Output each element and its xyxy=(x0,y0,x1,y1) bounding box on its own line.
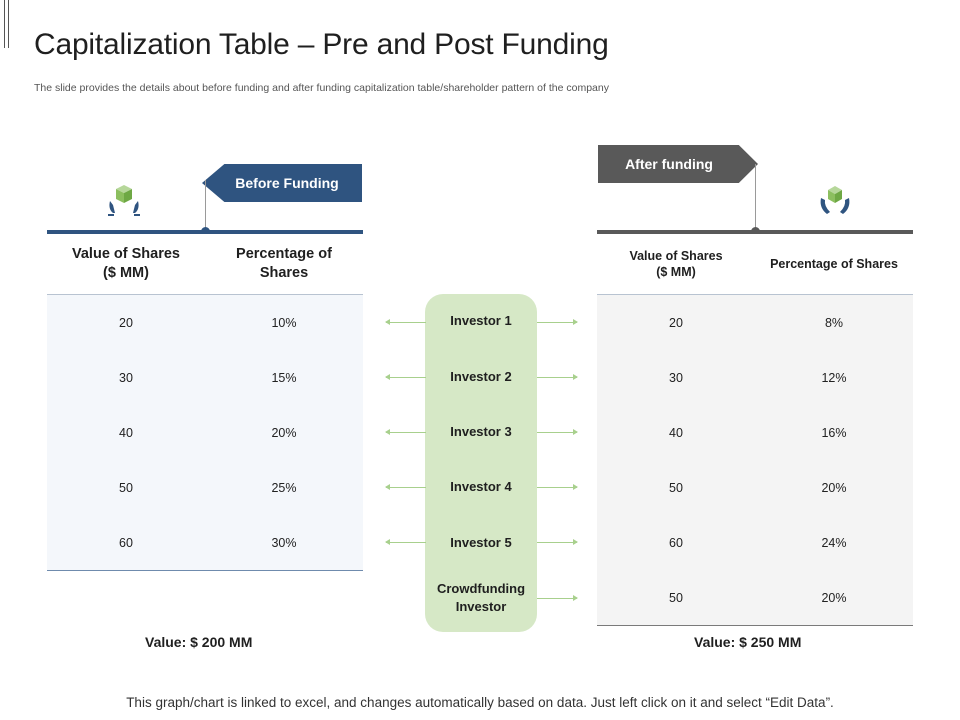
before-total-value: Value: $ 200 MM xyxy=(145,634,253,650)
corner-mark xyxy=(4,0,9,48)
after-funding-banner: After funding xyxy=(598,145,758,183)
investor-label: Investor 3 xyxy=(450,424,512,439)
footer-note: This graph/chart is linked to excel, and… xyxy=(126,695,834,710)
cell-value: 50 xyxy=(119,480,133,495)
after-connector xyxy=(755,164,756,230)
cell-percentage: 20% xyxy=(271,425,297,440)
cell-percentage: 20% xyxy=(821,590,847,605)
table-row: 60 30% xyxy=(47,515,363,570)
arrow-right-icon xyxy=(537,319,578,325)
table-body: 20 8% 30 12% 40 16% 50 20% 60 24% 50 20% xyxy=(597,295,913,626)
table-body: 20 10% 30 15% 40 20% 50 25% 60 30% xyxy=(47,295,363,571)
arrow-right-icon xyxy=(537,595,578,601)
before-funding-banner: Before Funding xyxy=(202,164,362,202)
table-row: 20 10% xyxy=(47,295,363,350)
cell-value: 50 xyxy=(669,480,683,495)
header-label: Value of Shares ($ MM) xyxy=(72,246,180,281)
cell-percentage: 25% xyxy=(271,480,297,495)
column-header-value: Value of Shares ($ MM) xyxy=(597,248,755,280)
arrow-left-icon xyxy=(385,539,426,545)
page-subtitle: The slide provides the details about bef… xyxy=(34,82,609,94)
column-header-percentage: Percentage of Shares xyxy=(205,245,363,283)
table-row: 40 16% xyxy=(597,405,913,460)
header-label: Percentage of Shares xyxy=(236,246,332,281)
cell-percentage: 10% xyxy=(271,315,297,330)
after-total-value: Value: $ 250 MM xyxy=(694,634,802,650)
table-row: 40 20% xyxy=(47,405,363,460)
investors-panel xyxy=(425,294,537,632)
table-row: 50 20% xyxy=(597,570,913,625)
table-row: 50 25% xyxy=(47,460,363,515)
before-connector xyxy=(205,180,206,230)
column-header-percentage: Percentage of Shares xyxy=(755,256,913,272)
arrow-right-icon xyxy=(537,374,578,380)
hands-box-icon xyxy=(816,184,854,223)
table-row: 20 8% xyxy=(597,295,913,350)
investor-label: Crowdfunding Investor xyxy=(436,581,526,614)
cell-value: 20 xyxy=(119,315,133,330)
cell-value: 40 xyxy=(669,425,683,440)
cell-percentage: 30% xyxy=(271,535,297,550)
after-funding-table: Value of Shares ($ MM) Percentage of Sha… xyxy=(597,230,913,626)
table-row: 50 20% xyxy=(597,460,913,515)
investor-label: Investor 4 xyxy=(450,479,512,494)
column-header-value: Value of Shares ($ MM) xyxy=(47,245,205,283)
cell-value: 50 xyxy=(669,590,683,605)
before-funding-label: Before Funding xyxy=(235,175,339,191)
investor-label: Investor 2 xyxy=(450,369,512,384)
cell-percentage: 20% xyxy=(821,480,847,495)
arrow-left-icon xyxy=(385,484,426,490)
table-row: 30 12% xyxy=(597,350,913,405)
cell-value: 20 xyxy=(669,315,683,330)
hands-box-icon xyxy=(104,183,144,224)
header-label: Value of Shares ($ MM) xyxy=(629,249,723,279)
cell-value: 40 xyxy=(119,425,133,440)
investor-label: Investor 5 xyxy=(450,535,512,550)
cell-value: 30 xyxy=(119,370,133,385)
arrow-left-icon xyxy=(385,319,426,325)
arrow-right-icon xyxy=(537,539,578,545)
cell-value: 60 xyxy=(669,535,683,550)
cell-percentage: 15% xyxy=(271,370,297,385)
cell-percentage: 8% xyxy=(824,315,844,330)
cell-percentage: 12% xyxy=(821,370,847,385)
cell-value: 60 xyxy=(119,535,133,550)
cell-percentage: 24% xyxy=(821,535,847,550)
after-funding-label: After funding xyxy=(625,156,713,172)
table-row: 30 15% xyxy=(47,350,363,405)
cell-percentage: 16% xyxy=(821,425,847,440)
before-funding-table: Value of Shares ($ MM) Percentage of Sha… xyxy=(47,230,363,571)
arrow-right-icon xyxy=(537,484,578,490)
investor-label: Investor 1 xyxy=(450,313,512,328)
table-header: Value of Shares ($ MM) Percentage of Sha… xyxy=(47,234,363,295)
arrow-right-icon xyxy=(537,429,578,435)
page-title: Capitalization Table – Pre and Post Fund… xyxy=(34,28,609,61)
arrow-left-icon xyxy=(385,429,426,435)
arrow-left-icon xyxy=(385,374,426,380)
cell-value: 30 xyxy=(669,370,683,385)
table-row: 60 24% xyxy=(597,515,913,570)
header-label: Percentage of Shares xyxy=(770,257,898,271)
table-header: Value of Shares ($ MM) Percentage of Sha… xyxy=(597,234,913,295)
